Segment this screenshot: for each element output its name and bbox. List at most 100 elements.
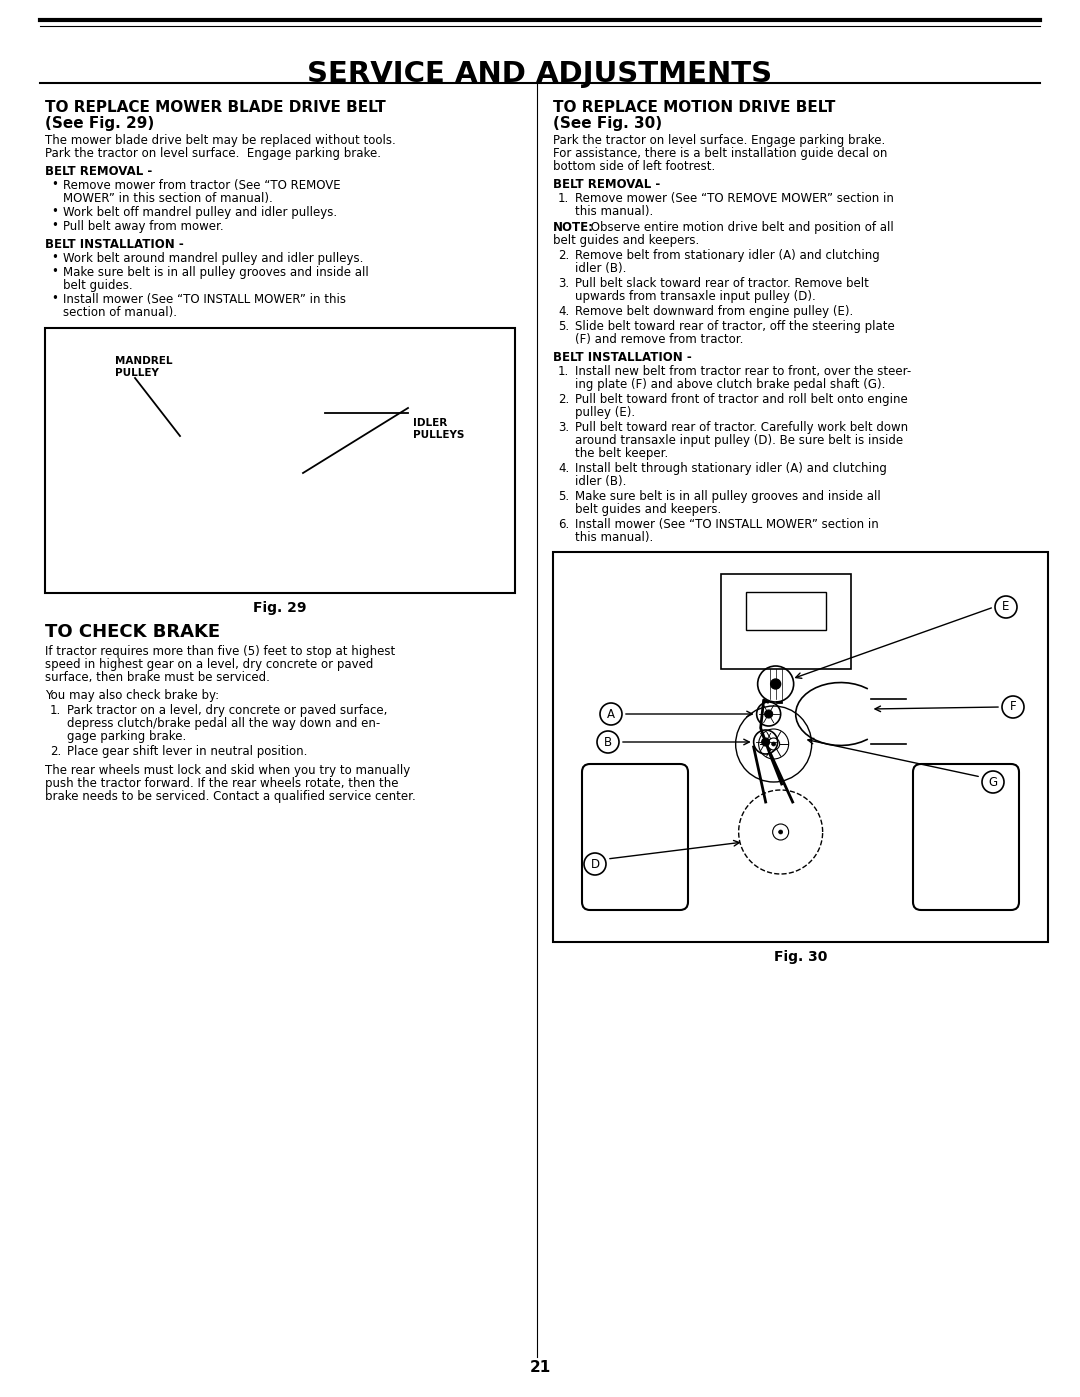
- Text: Install mower (See “TO INSTALL MOWER” in this: Install mower (See “TO INSTALL MOWER” in…: [63, 293, 346, 306]
- Text: TO REPLACE MOWER BLADE DRIVE BELT: TO REPLACE MOWER BLADE DRIVE BELT: [45, 101, 386, 115]
- Text: Fig. 30: Fig. 30: [773, 950, 827, 964]
- Circle shape: [779, 830, 783, 834]
- Text: 6.: 6.: [558, 518, 569, 531]
- Text: BELT INSTALLATION -: BELT INSTALLATION -: [45, 237, 184, 251]
- Text: Make sure belt is in all pulley grooves and inside all: Make sure belt is in all pulley grooves …: [63, 265, 368, 279]
- Text: Fig. 29: Fig. 29: [253, 601, 307, 615]
- Text: BELT INSTALLATION -: BELT INSTALLATION -: [553, 351, 692, 365]
- Text: 1.: 1.: [50, 704, 62, 717]
- Text: For assistance, there is a belt installation guide decal on: For assistance, there is a belt installa…: [553, 147, 888, 161]
- Text: E: E: [1002, 601, 1010, 613]
- Text: upwards from transaxle input pulley (D).: upwards from transaxle input pulley (D).: [575, 291, 815, 303]
- Text: Remove belt downward from engine pulley (E).: Remove belt downward from engine pulley …: [575, 305, 853, 319]
- Text: Remove mower from tractor (See “TO REMOVE: Remove mower from tractor (See “TO REMOV…: [63, 179, 340, 191]
- Text: Place gear shift lever in neutral position.: Place gear shift lever in neutral positi…: [67, 745, 308, 759]
- Bar: [720, 574, 851, 669]
- Text: belt guides and keepers.: belt guides and keepers.: [575, 503, 721, 515]
- Text: bottom side of left footrest.: bottom side of left footrest.: [553, 161, 715, 173]
- Text: Install new belt from tractor rear to front, over the steer-: Install new belt from tractor rear to fr…: [575, 365, 912, 379]
- Text: A: A: [607, 707, 615, 721]
- Text: TO REPLACE MOTION DRIVE BELT: TO REPLACE MOTION DRIVE BELT: [553, 101, 835, 115]
- Circle shape: [765, 710, 772, 718]
- Text: •: •: [51, 265, 58, 278]
- Text: pulley (E).: pulley (E).: [575, 407, 635, 419]
- Text: Slide belt toward rear of tractor, off the steering plate: Slide belt toward rear of tractor, off t…: [575, 320, 894, 332]
- Text: Park tractor on a level, dry concrete or paved surface,: Park tractor on a level, dry concrete or…: [67, 704, 388, 717]
- Text: (See Fig. 29): (See Fig. 29): [45, 116, 154, 131]
- Text: Install mower (See “TO INSTALL MOWER” section in: Install mower (See “TO INSTALL MOWER” se…: [575, 518, 879, 531]
- Text: ing plate (F) and above clutch brake pedal shaft (G).: ing plate (F) and above clutch brake ped…: [575, 379, 886, 391]
- Text: 2.: 2.: [558, 249, 569, 263]
- Text: 2.: 2.: [558, 393, 569, 407]
- Text: Install belt through stationary idler (A) and clutching: Install belt through stationary idler (A…: [575, 462, 887, 475]
- Text: depress clutch/brake pedal all the way down and en-: depress clutch/brake pedal all the way d…: [67, 717, 380, 731]
- Circle shape: [771, 679, 781, 689]
- Text: Pull belt toward rear of tractor. Carefully work belt down: Pull belt toward rear of tractor. Carefu…: [575, 420, 908, 434]
- Text: 3.: 3.: [558, 420, 569, 434]
- Text: 1.: 1.: [558, 365, 569, 379]
- Text: BELT REMOVAL -: BELT REMOVAL -: [553, 177, 660, 191]
- Text: Remove belt from stationary idler (A) and clutching: Remove belt from stationary idler (A) an…: [575, 249, 880, 263]
- Text: B: B: [604, 735, 612, 749]
- Text: 5.: 5.: [558, 320, 569, 332]
- Text: •: •: [51, 177, 58, 191]
- Text: speed in highest gear on a level, dry concrete or paved: speed in highest gear on a level, dry co…: [45, 658, 374, 671]
- Text: this manual).: this manual).: [575, 531, 653, 543]
- Text: section of manual).: section of manual).: [63, 306, 177, 319]
- Text: 4.: 4.: [558, 462, 569, 475]
- Text: Park the tractor on level surface. Engage parking brake.: Park the tractor on level surface. Engag…: [553, 134, 886, 147]
- Text: this manual).: this manual).: [575, 205, 653, 218]
- FancyBboxPatch shape: [913, 764, 1020, 909]
- Text: •: •: [51, 205, 58, 218]
- Text: IDLER
PULLEYS: IDLER PULLEYS: [413, 418, 464, 440]
- Bar: [745, 592, 825, 630]
- Text: •: •: [51, 251, 58, 264]
- Text: Remove mower (See “TO REMOVE MOWER” section in: Remove mower (See “TO REMOVE MOWER” sect…: [575, 191, 894, 205]
- Text: NOTE:: NOTE:: [553, 221, 594, 235]
- Text: push the tractor forward. If the rear wheels rotate, then the: push the tractor forward. If the rear wh…: [45, 777, 399, 789]
- Text: idler (B).: idler (B).: [575, 475, 626, 488]
- Text: surface, then brake must be serviced.: surface, then brake must be serviced.: [45, 671, 270, 685]
- Text: TO CHECK BRAKE: TO CHECK BRAKE: [45, 623, 220, 641]
- Text: 21: 21: [529, 1361, 551, 1375]
- Text: Pull belt away from mower.: Pull belt away from mower.: [63, 219, 224, 233]
- Text: MANDREL
PULLEY: MANDREL PULLEY: [114, 356, 173, 377]
- Text: 2.: 2.: [50, 745, 62, 759]
- Text: 1.: 1.: [558, 191, 569, 205]
- Text: G: G: [988, 775, 998, 788]
- Text: 5.: 5.: [558, 490, 569, 503]
- Text: If tractor requires more than five (5) feet to stop at highest: If tractor requires more than five (5) f…: [45, 645, 395, 658]
- Text: You may also check brake by:: You may also check brake by:: [45, 689, 219, 703]
- Bar: [553, 552, 1048, 942]
- Text: D: D: [591, 858, 599, 870]
- Text: around transaxle input pulley (D). Be sure belt is inside: around transaxle input pulley (D). Be su…: [575, 434, 903, 447]
- Text: Work belt off mandrel pulley and idler pulleys.: Work belt off mandrel pulley and idler p…: [63, 205, 337, 219]
- Text: Observe entire motion drive belt and position of all: Observe entire motion drive belt and pos…: [588, 221, 894, 235]
- Bar: [45, 328, 515, 592]
- Text: BELT REMOVAL -: BELT REMOVAL -: [45, 165, 152, 177]
- Text: F: F: [1010, 700, 1016, 714]
- Text: the belt keeper.: the belt keeper.: [575, 447, 669, 460]
- Text: Make sure belt is in all pulley grooves and inside all: Make sure belt is in all pulley grooves …: [575, 490, 881, 503]
- Circle shape: [761, 738, 770, 746]
- Text: belt guides and keepers.: belt guides and keepers.: [553, 235, 699, 247]
- Text: (F) and remove from tractor.: (F) and remove from tractor.: [575, 332, 743, 346]
- Circle shape: [771, 742, 775, 746]
- Text: brake needs to be serviced. Contact a qualified service center.: brake needs to be serviced. Contact a qu…: [45, 789, 416, 803]
- Text: SERVICE AND ADJUSTMENTS: SERVICE AND ADJUSTMENTS: [308, 60, 772, 88]
- Text: idler (B).: idler (B).: [575, 263, 626, 275]
- Text: 3.: 3.: [558, 277, 569, 291]
- Text: •: •: [51, 219, 58, 232]
- FancyBboxPatch shape: [582, 764, 688, 909]
- Text: Work belt around mandrel pulley and idler pulleys.: Work belt around mandrel pulley and idle…: [63, 251, 363, 265]
- Text: The rear wheels must lock and skid when you try to manually: The rear wheels must lock and skid when …: [45, 764, 410, 777]
- Text: belt guides.: belt guides.: [63, 279, 133, 292]
- Text: Pull belt toward front of tractor and roll belt onto engine: Pull belt toward front of tractor and ro…: [575, 393, 908, 407]
- Text: (See Fig. 30): (See Fig. 30): [553, 116, 662, 131]
- Text: The mower blade drive belt may be replaced without tools.: The mower blade drive belt may be replac…: [45, 134, 395, 147]
- Text: MOWER” in this section of manual).: MOWER” in this section of manual).: [63, 191, 273, 205]
- Text: •: •: [51, 292, 58, 305]
- Text: Pull belt slack toward rear of tractor. Remove belt: Pull belt slack toward rear of tractor. …: [575, 277, 869, 291]
- Text: 4.: 4.: [558, 305, 569, 319]
- Text: gage parking brake.: gage parking brake.: [67, 731, 186, 743]
